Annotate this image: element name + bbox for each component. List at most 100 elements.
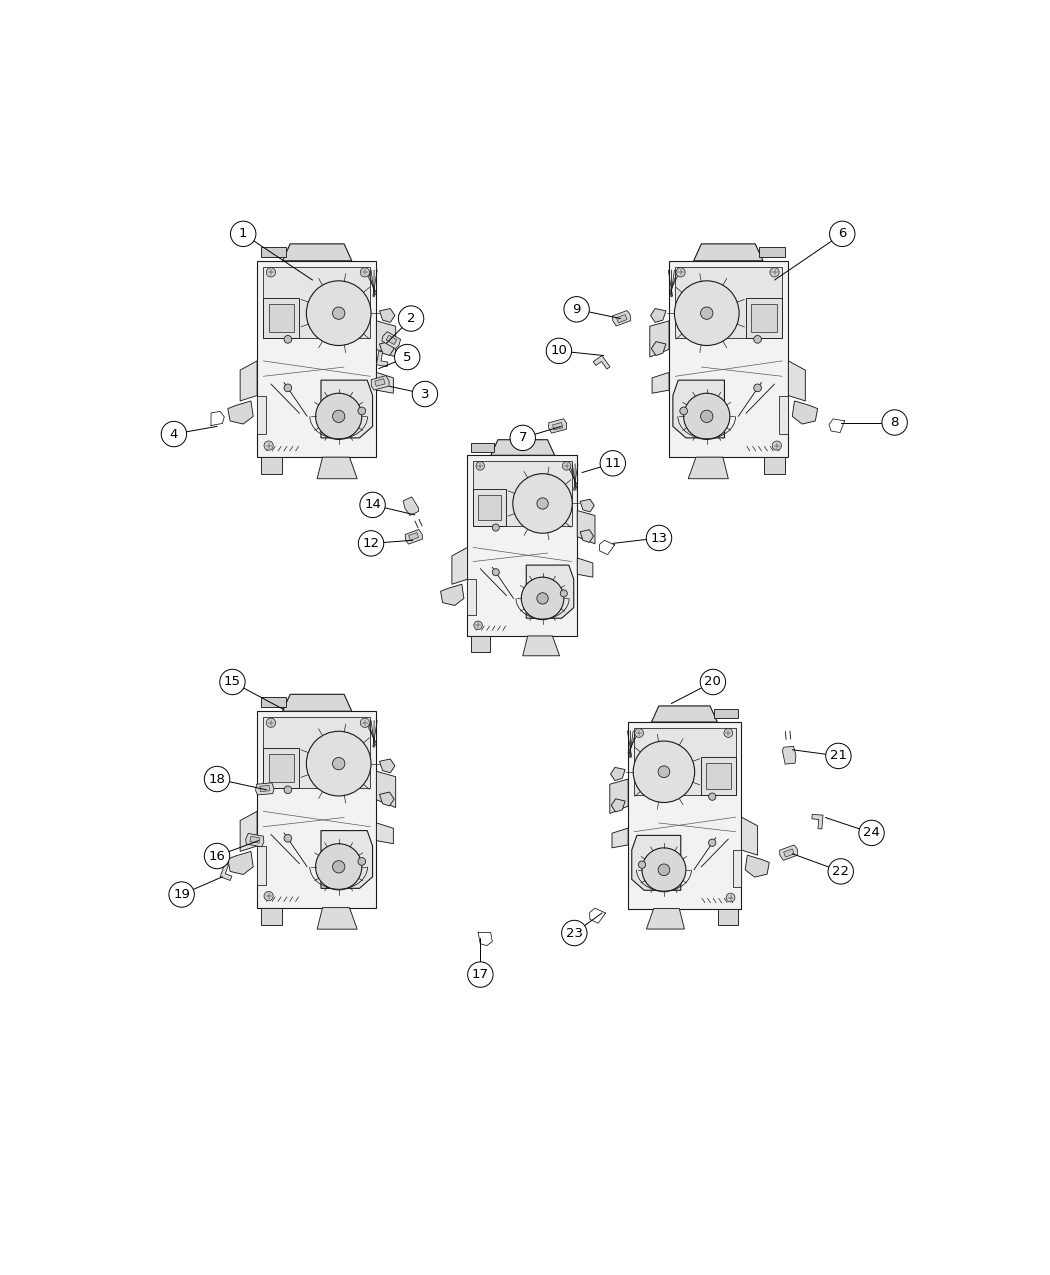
Circle shape [684, 393, 730, 440]
Polygon shape [317, 458, 357, 478]
Text: 13: 13 [651, 532, 668, 544]
Text: 18: 18 [209, 773, 226, 785]
Circle shape [231, 221, 256, 246]
Polygon shape [689, 458, 729, 478]
Polygon shape [812, 815, 823, 829]
Circle shape [333, 757, 344, 770]
Circle shape [723, 728, 733, 737]
Polygon shape [701, 757, 736, 796]
Text: 2: 2 [406, 312, 416, 325]
Polygon shape [382, 332, 401, 349]
Polygon shape [741, 817, 757, 856]
Polygon shape [632, 835, 680, 890]
Polygon shape [264, 718, 371, 788]
Circle shape [754, 335, 761, 343]
Circle shape [358, 858, 365, 866]
Circle shape [825, 743, 852, 769]
Polygon shape [746, 856, 770, 877]
Circle shape [219, 669, 245, 695]
Polygon shape [220, 863, 232, 881]
Polygon shape [376, 822, 394, 844]
Text: 20: 20 [705, 676, 721, 688]
Text: 11: 11 [605, 456, 622, 469]
Polygon shape [651, 706, 717, 722]
Circle shape [492, 524, 500, 532]
Polygon shape [257, 711, 376, 908]
Polygon shape [405, 529, 422, 544]
Polygon shape [321, 830, 373, 889]
Circle shape [709, 793, 716, 801]
Polygon shape [282, 244, 352, 261]
Polygon shape [752, 303, 777, 332]
Circle shape [679, 407, 688, 414]
Circle shape [772, 441, 781, 450]
Text: 3: 3 [421, 388, 429, 400]
Polygon shape [408, 533, 419, 541]
Circle shape [830, 221, 855, 246]
Circle shape [267, 268, 275, 277]
Polygon shape [763, 458, 784, 474]
Polygon shape [746, 298, 782, 338]
Polygon shape [673, 380, 724, 437]
Polygon shape [257, 261, 376, 458]
Circle shape [333, 861, 344, 873]
Circle shape [859, 820, 884, 845]
Polygon shape [269, 755, 294, 782]
Circle shape [700, 669, 726, 695]
Circle shape [205, 843, 230, 868]
Text: 21: 21 [830, 750, 847, 762]
Circle shape [521, 578, 564, 620]
Polygon shape [376, 321, 396, 357]
Circle shape [169, 882, 194, 908]
Polygon shape [634, 728, 736, 796]
Text: 14: 14 [364, 499, 381, 511]
Polygon shape [552, 422, 563, 430]
Circle shape [828, 858, 854, 884]
Polygon shape [526, 565, 573, 618]
Polygon shape [759, 247, 784, 258]
Polygon shape [793, 400, 818, 425]
Circle shape [562, 921, 587, 946]
Circle shape [658, 864, 670, 876]
Polygon shape [250, 836, 260, 843]
Circle shape [601, 450, 626, 476]
Circle shape [316, 393, 362, 440]
Polygon shape [246, 834, 264, 847]
Circle shape [700, 411, 713, 422]
Polygon shape [628, 722, 741, 909]
Polygon shape [467, 579, 476, 615]
Circle shape [358, 407, 365, 414]
Polygon shape [548, 418, 566, 434]
Circle shape [264, 891, 273, 900]
Polygon shape [580, 529, 593, 542]
Text: 23: 23 [566, 927, 583, 940]
Polygon shape [379, 759, 395, 773]
Circle shape [537, 497, 548, 509]
Polygon shape [317, 908, 357, 929]
Polygon shape [474, 462, 571, 527]
Circle shape [561, 590, 567, 597]
Circle shape [474, 621, 482, 630]
Text: 7: 7 [519, 431, 527, 445]
Polygon shape [490, 440, 554, 455]
Circle shape [492, 569, 500, 576]
Circle shape [754, 384, 761, 391]
Polygon shape [616, 315, 627, 323]
Polygon shape [228, 852, 253, 875]
Polygon shape [257, 395, 267, 434]
Polygon shape [669, 261, 789, 458]
Circle shape [633, 741, 695, 802]
Polygon shape [467, 455, 578, 636]
Text: 10: 10 [550, 344, 567, 357]
Circle shape [476, 462, 484, 470]
Circle shape [307, 280, 371, 346]
Polygon shape [523, 636, 560, 655]
Text: 22: 22 [833, 864, 849, 878]
Text: 19: 19 [173, 887, 190, 901]
Circle shape [360, 268, 370, 277]
Text: 17: 17 [471, 968, 489, 980]
Polygon shape [321, 380, 373, 437]
Polygon shape [240, 361, 257, 400]
Circle shape [413, 381, 438, 407]
Polygon shape [474, 490, 506, 527]
